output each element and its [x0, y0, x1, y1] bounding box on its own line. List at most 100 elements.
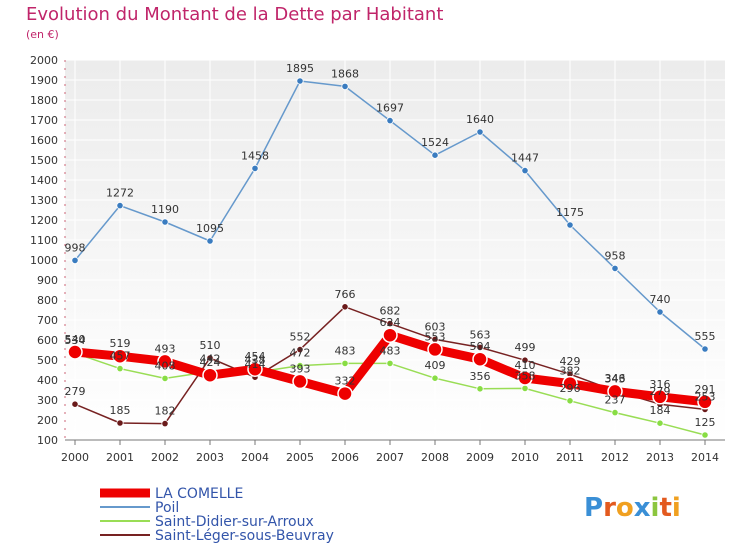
data-label-poil: 958 [605, 249, 626, 262]
logo-letter: x [634, 493, 651, 523]
data-point-saint-l-ger-sous-beuvray [521, 356, 529, 364]
data-label-saint-didier-sur-arroux: 483 [335, 344, 356, 357]
data-point-la-comelle [562, 375, 578, 392]
data-point-la-comelle [292, 373, 308, 390]
data-point-la-comelle [652, 389, 668, 405]
data-label-la-comelle: 410 [515, 359, 536, 372]
data-label-la-comelle: 316 [650, 378, 671, 391]
data-label-saint-l-ger-sous-beuvray: 510 [200, 339, 221, 352]
x-tick-label: 2011 [556, 451, 584, 464]
data-label-saint-didier-sur-arroux: 125 [695, 416, 716, 429]
data-label-la-comelle: 382 [560, 365, 581, 378]
data-point-saint-didier-sur-arroux [116, 364, 124, 373]
legend-label-saint-didier-sur-arroux: Saint-Didier-sur-Arroux [155, 514, 314, 530]
legend: LA COMELLEPoilSaint-Didier-sur-ArrouxSai… [100, 486, 334, 544]
data-label-saint-didier-sur-arroux: 457 [110, 350, 131, 363]
data-point-la-comelle [472, 351, 488, 367]
data-label-saint-l-ger-sous-beuvray: 279 [65, 385, 86, 398]
x-tick-label: 2007 [376, 451, 404, 464]
logo-letter: o [616, 493, 634, 523]
data-label-la-comelle: 504 [470, 340, 491, 353]
data-label-saint-l-ger-sous-beuvray: 499 [515, 341, 536, 354]
data-label-poil: 1190 [151, 203, 179, 216]
data-point-la-comelle [202, 367, 218, 383]
y-tick-label: 1800 [30, 94, 58, 107]
data-label-saint-l-ger-sous-beuvray: 552 [290, 331, 311, 344]
data-point-la-comelle [67, 344, 83, 360]
data-point-poil [566, 221, 574, 229]
data-label-saint-l-ger-sous-beuvray: 766 [335, 288, 356, 301]
data-label-la-comelle: 624 [380, 316, 401, 329]
data-label-poil: 1640 [466, 113, 494, 126]
y-tick-label: 1200 [30, 214, 58, 227]
data-point-saint-l-ger-sous-beuvray [116, 419, 124, 427]
data-label-poil: 1175 [556, 206, 584, 219]
data-point-saint-l-ger-sous-beuvray [206, 354, 214, 362]
data-point-saint-l-ger-sous-beuvray [71, 400, 79, 408]
data-label-saint-didier-sur-arroux: 472 [290, 347, 311, 360]
data-point-poil [116, 202, 124, 210]
grid [65, 59, 725, 441]
y-tick-label: 600 [37, 334, 58, 347]
y-tick-label: 1500 [30, 154, 58, 167]
data-label-la-comelle: 291 [695, 383, 716, 396]
data-label-saint-didier-sur-arroux: 237 [605, 394, 626, 407]
plot-background [65, 60, 725, 440]
data-point-poil [251, 164, 259, 172]
data-label-saint-l-ger-sous-beuvray: 253 [695, 390, 716, 403]
chart-title: Evolution du Montant de la Dette par Hab… [26, 4, 444, 25]
data-label-saint-didier-sur-arroux: 408 [155, 359, 176, 372]
data-point-poil [611, 264, 619, 272]
data-label-saint-didier-sur-arroux: 356 [470, 370, 491, 383]
data-point-poil [701, 345, 709, 353]
data-label-poil: 1895 [286, 62, 314, 75]
x-tick-label: 2014 [691, 451, 719, 464]
data-label-saint-didier-sur-arroux: 358 [515, 369, 536, 382]
data-label-poil: 1095 [196, 222, 224, 235]
y-tick-label: 800 [37, 294, 58, 307]
data-point-la-comelle [157, 353, 173, 370]
x-tick-label: 2003 [196, 451, 224, 464]
data-point-saint-didier-sur-arroux [701, 431, 709, 439]
data-point-la-comelle [517, 370, 533, 386]
y-tick-label: 1900 [30, 74, 58, 87]
data-label-la-comelle: 519 [110, 337, 131, 350]
data-point-poil [161, 218, 169, 226]
data-label-la-comelle: 424 [200, 356, 221, 369]
x-tick-label: 2013 [646, 451, 674, 464]
x-tick-label: 2012 [601, 451, 629, 464]
data-label-saint-didier-sur-arroux: 442 [200, 353, 221, 366]
y-tick-label: 200 [37, 414, 58, 427]
data-label-poil: 555 [695, 330, 716, 343]
data-label-saint-l-ger-sous-beuvray: 346 [605, 372, 626, 385]
data-point-saint-didier-sur-arroux [341, 359, 349, 367]
y-tick-label: 700 [37, 314, 58, 327]
data-label-poil: 1524 [421, 136, 449, 149]
data-point-saint-didier-sur-arroux [386, 359, 394, 367]
data-label-saint-l-ger-sous-beuvray: 429 [560, 355, 581, 368]
data-point-saint-l-ger-sous-beuvray [386, 319, 394, 328]
data-point-la-comelle [427, 341, 443, 358]
data-label-la-comelle: 553 [425, 330, 446, 343]
legend-label-saint-l-ger-sous-beuvray: Saint-Léger-sous-Beuvray [155, 528, 334, 544]
data-label-saint-didier-sur-arroux: 483 [380, 344, 401, 357]
proxiti-logo: Proxiti [584, 493, 681, 523]
data-point-saint-didier-sur-arroux [431, 374, 439, 382]
y-tick-label: 1100 [30, 234, 58, 247]
data-label-saint-didier-sur-arroux: 296 [560, 382, 581, 395]
y-tick-label: 1700 [30, 114, 58, 127]
y-tick-label: 1300 [30, 194, 58, 207]
data-point-poil [656, 308, 664, 316]
axes: 100 200 300 400 500 600 700 800 900 1000 1100 1200 1… [30, 54, 725, 464]
data-point-la-comelle [337, 385, 353, 402]
x-tick-label: 2008 [421, 451, 449, 464]
x-tick-label: 2005 [286, 451, 314, 464]
data-point-saint-l-ger-sous-beuvray [476, 343, 484, 351]
data-point-saint-l-ger-sous-beuvray [341, 303, 349, 311]
data-point-poil [341, 82, 349, 91]
chart-subtitle: (en €) [26, 28, 59, 41]
data-label-poil: 1697 [376, 102, 404, 115]
data-label-saint-didier-sur-arroux: 438 [245, 353, 266, 366]
data-point-poil [71, 256, 79, 264]
